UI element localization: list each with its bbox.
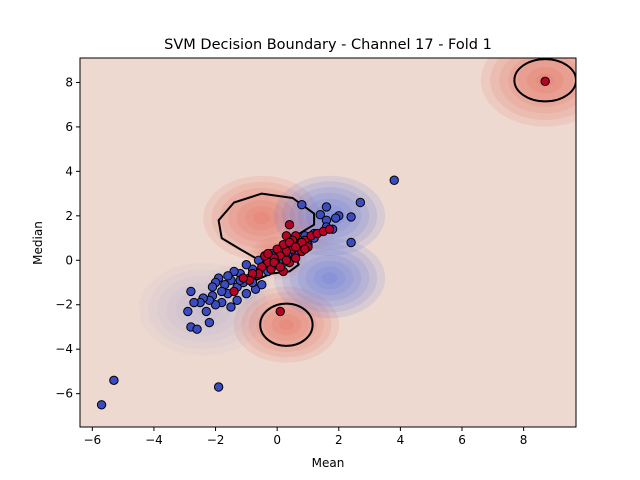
chart-title: SVM Decision Boundary - Channel 17 - Fol… xyxy=(164,37,492,53)
data-point-class-1 xyxy=(300,244,310,254)
contour-level xyxy=(313,266,346,290)
data-point-class-0 xyxy=(207,282,218,292)
data-point-class-1 xyxy=(275,306,285,317)
contour-level xyxy=(241,292,332,358)
plot-area xyxy=(80,58,576,427)
data-point-class-0 xyxy=(241,260,252,270)
contour-level xyxy=(305,260,354,296)
contour-level xyxy=(271,313,302,336)
y-tick-label: 6 xyxy=(65,120,73,134)
contour-level xyxy=(305,198,354,234)
data-point-class-0 xyxy=(315,210,325,220)
data-point-class-0 xyxy=(346,212,356,222)
plot-background xyxy=(80,58,576,427)
data-point-class-1 xyxy=(229,286,239,297)
data-point-class-0 xyxy=(226,302,236,312)
data-point-class-0 xyxy=(389,175,399,185)
contour-level xyxy=(480,58,576,127)
data-point-class-1 xyxy=(540,76,550,87)
x-tick-label: 4 xyxy=(397,433,405,447)
x-tick-label: −4 xyxy=(145,433,163,447)
data-point-class-0 xyxy=(109,375,119,386)
data-point-class-0 xyxy=(257,280,267,290)
data-point-class-1 xyxy=(238,273,248,283)
data-point-class-0 xyxy=(96,400,107,410)
x-axis-label: Mean xyxy=(312,456,345,470)
data-point-class-0 xyxy=(241,288,252,299)
contour-level xyxy=(228,193,296,243)
data-point-class-0 xyxy=(297,200,307,210)
x-tick-label: 0 xyxy=(273,433,281,447)
x-tick-label: 6 xyxy=(458,433,466,447)
y-tick-label: −6 xyxy=(55,387,73,401)
contour-level xyxy=(278,319,294,331)
data-point-class-1 xyxy=(290,253,301,263)
data-point-class-0 xyxy=(183,306,193,317)
contour-level xyxy=(289,187,370,245)
x-tick-label: −2 xyxy=(207,433,225,447)
data-point-class-0 xyxy=(232,295,242,305)
data-point-class-0 xyxy=(204,317,215,328)
data-point-class-1 xyxy=(263,248,273,259)
contour-level xyxy=(233,286,340,363)
data-point-class-1 xyxy=(281,255,292,265)
data-point-class-1 xyxy=(324,224,335,234)
plot-frame xyxy=(79,57,577,428)
x-axis-ticks: −6 −4 −2 0 2 4 6 8 xyxy=(83,427,527,447)
contour-level xyxy=(273,237,386,319)
contour-level xyxy=(297,192,362,239)
contour-level xyxy=(490,58,576,121)
data-point-class-0 xyxy=(192,324,202,334)
contour-level xyxy=(236,199,287,237)
y-tick-label: 8 xyxy=(65,75,73,89)
data-point-class-0 xyxy=(201,306,212,317)
scatter-points xyxy=(96,76,550,410)
contour-level xyxy=(256,303,317,347)
x-tick-label: −6 xyxy=(83,433,101,447)
contour-level xyxy=(321,272,338,284)
decision-boundary xyxy=(259,302,314,347)
data-point-class-0 xyxy=(217,286,227,297)
contour-level xyxy=(263,308,309,342)
data-point-class-0 xyxy=(189,297,199,308)
data-point-class-0 xyxy=(213,382,224,392)
data-point-class-1 xyxy=(275,262,285,272)
x-tick-label: 2 xyxy=(335,433,343,447)
decision-boundary xyxy=(513,58,576,103)
y-axis-ticks: −6 −4 −2 0 2 4 6 8 xyxy=(55,75,80,401)
data-point-class-0 xyxy=(331,213,341,223)
data-point-class-1 xyxy=(284,220,295,230)
data-point-class-0 xyxy=(346,237,356,248)
contour-level xyxy=(297,255,362,301)
contour-level xyxy=(281,243,378,313)
contour-level xyxy=(253,212,271,225)
y-axis-label: Median xyxy=(31,221,45,265)
y-tick-label: 4 xyxy=(65,164,73,178)
data-point-class-0 xyxy=(223,271,233,281)
data-point-class-0 xyxy=(186,286,196,297)
data-point-class-0 xyxy=(321,202,332,212)
contour-level xyxy=(289,249,370,307)
y-tick-label: 2 xyxy=(65,209,73,223)
y-tick-label: −4 xyxy=(55,342,73,356)
data-point-class-0 xyxy=(355,197,366,208)
y-tick-label: −2 xyxy=(55,298,73,312)
data-point-class-1 xyxy=(290,242,301,252)
y-tick-label: 0 xyxy=(65,253,73,267)
x-tick-label: 8 xyxy=(520,433,528,447)
contour-level xyxy=(245,205,279,231)
